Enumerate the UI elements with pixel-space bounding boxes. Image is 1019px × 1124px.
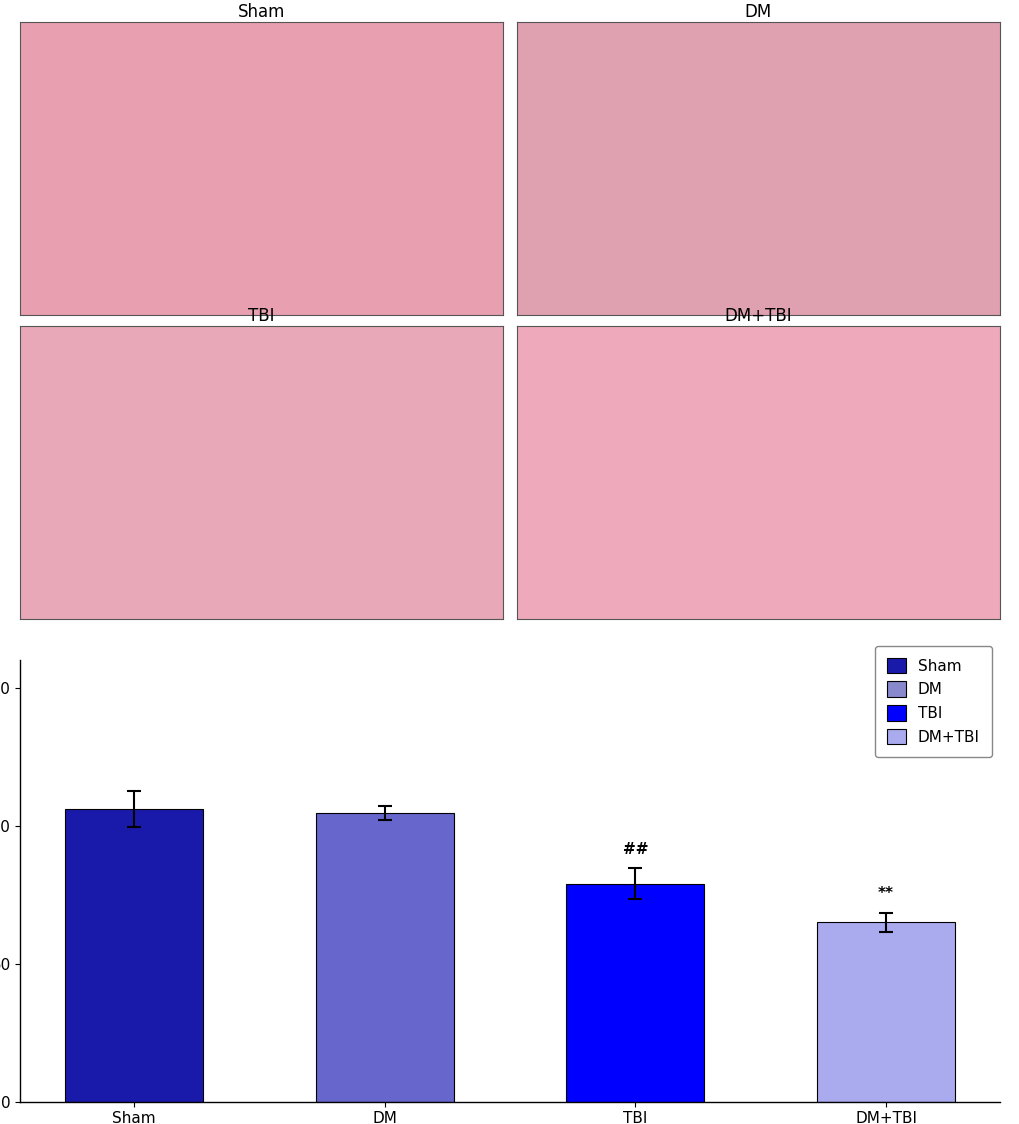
Title: TBI: TBI xyxy=(248,307,274,325)
Title: DM: DM xyxy=(744,3,771,21)
Bar xyxy=(816,922,954,1102)
Bar xyxy=(566,883,704,1102)
Bar xyxy=(315,813,453,1102)
Bar xyxy=(65,809,203,1102)
Legend: Sham, DM, TBI, DM+TBI: Sham, DM, TBI, DM+TBI xyxy=(874,645,991,756)
Text: **: ** xyxy=(877,887,894,901)
Title: DM+TBI: DM+TBI xyxy=(723,307,792,325)
Text: ##: ## xyxy=(622,842,647,858)
Title: Sham: Sham xyxy=(237,3,285,21)
